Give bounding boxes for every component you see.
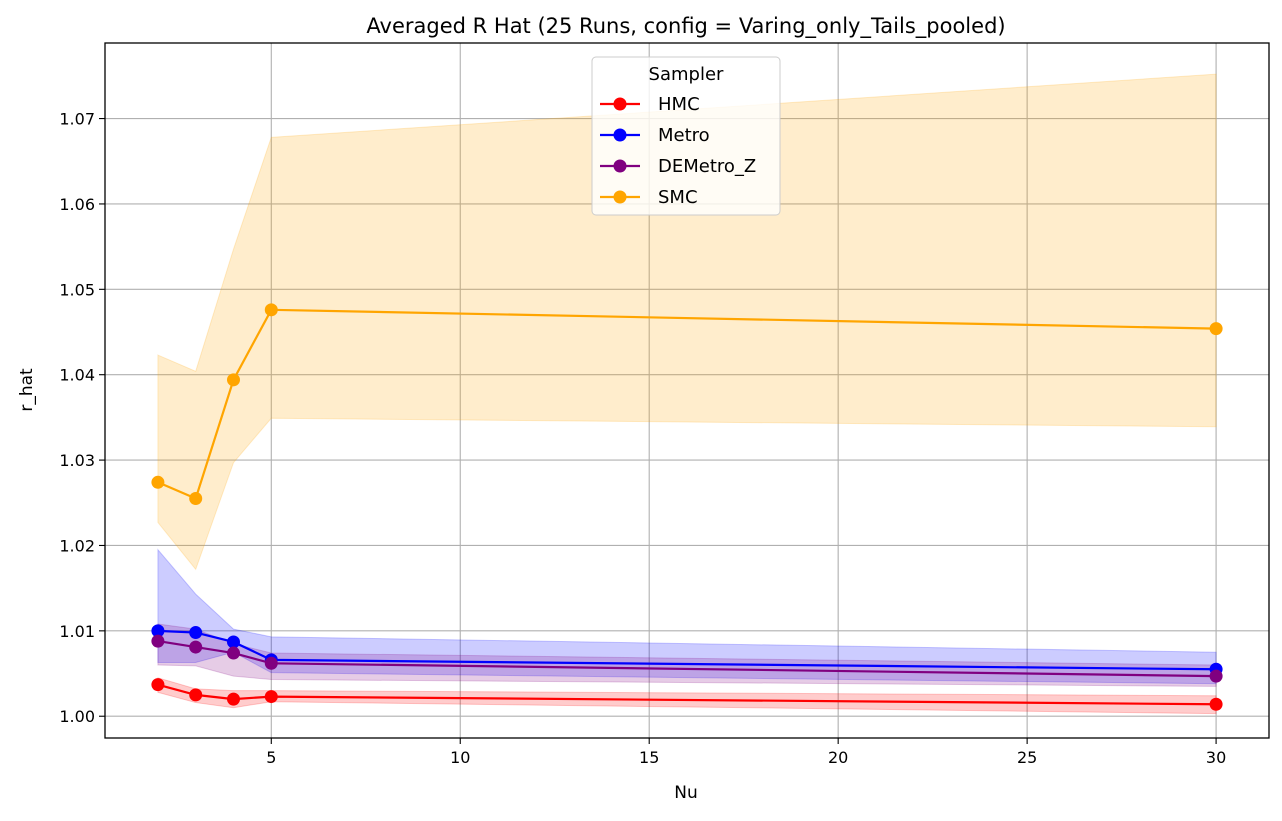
legend-label: SMC: [658, 187, 698, 208]
legend: Sampler HMC Metro DEMetro_Z SMC: [591, 56, 781, 216]
axis-ticks: 5 10 15 20 25 30 1.00 1.01 1.02 1.03 1.04 1.05 1.06 1…: [59, 110, 1226, 767]
y-axis-label: r_hat: [17, 368, 37, 412]
y-tick-label: 1.06: [59, 195, 95, 214]
data-point-demetro_z: [264, 656, 278, 670]
data-point-metro: [189, 626, 203, 640]
x-tick-label: 30: [1206, 748, 1226, 767]
legend-marker: [613, 128, 627, 142]
x-tick-label: 20: [828, 748, 848, 767]
data-point-smc: [226, 373, 240, 387]
data-point-hmc: [189, 688, 203, 702]
data-point-demetro_z: [1209, 669, 1223, 683]
x-tick-label: 15: [639, 748, 659, 767]
legend-marker: [613, 97, 627, 111]
confidence-band-smc: [157, 73, 1217, 571]
y-tick-label: 1.05: [59, 280, 95, 299]
legend-entries: HMC Metro DEMetro_Z SMC: [600, 94, 756, 208]
legend-marker: [613, 159, 627, 173]
confidence-bands: [157, 73, 1217, 715]
x-axis-label: Nu: [674, 783, 698, 803]
data-point-smc: [1209, 322, 1223, 336]
legend-marker: [613, 190, 627, 204]
y-tick-label: 1.04: [59, 366, 95, 385]
y-tick-label: 1.03: [59, 451, 95, 470]
data-point-demetro_z: [189, 640, 203, 654]
x-tick-label: 10: [450, 748, 470, 767]
legend-label: Metro: [658, 125, 710, 146]
y-tick-label: 1.00: [59, 707, 95, 726]
legend-label: DEMetro_Z: [658, 156, 756, 177]
legend-title: Sampler: [649, 64, 724, 85]
data-point-demetro_z: [226, 646, 240, 660]
x-tick-label: 25: [1017, 748, 1037, 767]
y-tick-label: 1.07: [59, 110, 95, 129]
data-point-metro: [151, 624, 165, 638]
data-point-hmc: [1209, 697, 1223, 711]
y-tick-label: 1.02: [59, 536, 95, 555]
data-point-hmc: [264, 690, 278, 704]
legend-box: [591, 56, 781, 216]
data-point-smc: [264, 303, 278, 317]
data-point-hmc: [226, 692, 240, 706]
y-tick-label: 1.01: [59, 622, 95, 641]
data-point-hmc: [151, 678, 165, 692]
data-point-demetro_z: [151, 634, 165, 648]
data-point-smc: [189, 492, 203, 506]
chart-title: Averaged R Hat (25 Runs, config = Varing…: [366, 14, 1005, 39]
confidence-band-hmc: [157, 677, 1217, 715]
data-point-smc: [151, 475, 165, 489]
legend-label: HMC: [658, 94, 700, 115]
x-tick-label: 5: [266, 748, 276, 767]
confidence-band-metro: [157, 548, 1217, 685]
plot-frame: [104, 42, 1270, 739]
data-point-metro: [226, 635, 240, 649]
series-lines: [151, 303, 1223, 711]
